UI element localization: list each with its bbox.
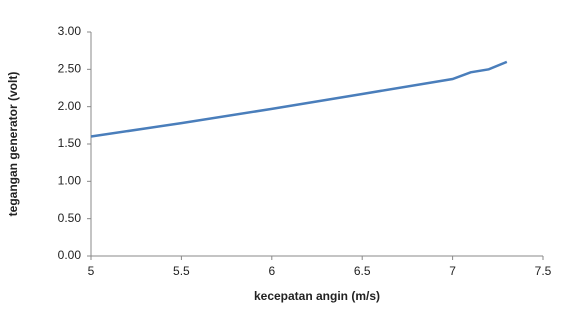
x-tick-label: 5 [88, 264, 95, 278]
y-tick-label: 2.50 [58, 62, 82, 76]
y-tick-label: 1.50 [58, 136, 82, 150]
data-line [91, 62, 507, 137]
x-tick-label: 6 [268, 264, 275, 278]
x-axis-title: kecepatan angin (m/s) [254, 289, 380, 303]
y-tick-label: 3.00 [58, 24, 82, 38]
x-tick-label: 5.5 [173, 264, 190, 278]
y-tick-label: 0.50 [58, 211, 82, 225]
y-axis-title: tegangan generator (volt) [6, 72, 20, 217]
x-tick-label: 7 [449, 264, 456, 278]
chart: kecepatan angin (m/s) tegangan generator… [0, 0, 566, 316]
y-tick-label: 1.00 [58, 174, 82, 188]
x-tick-label: 6.5 [354, 264, 371, 278]
y-tick-label: 0.00 [58, 248, 82, 262]
y-tick-label: 2.00 [58, 99, 82, 113]
x-tick-label: 7.5 [535, 264, 552, 278]
